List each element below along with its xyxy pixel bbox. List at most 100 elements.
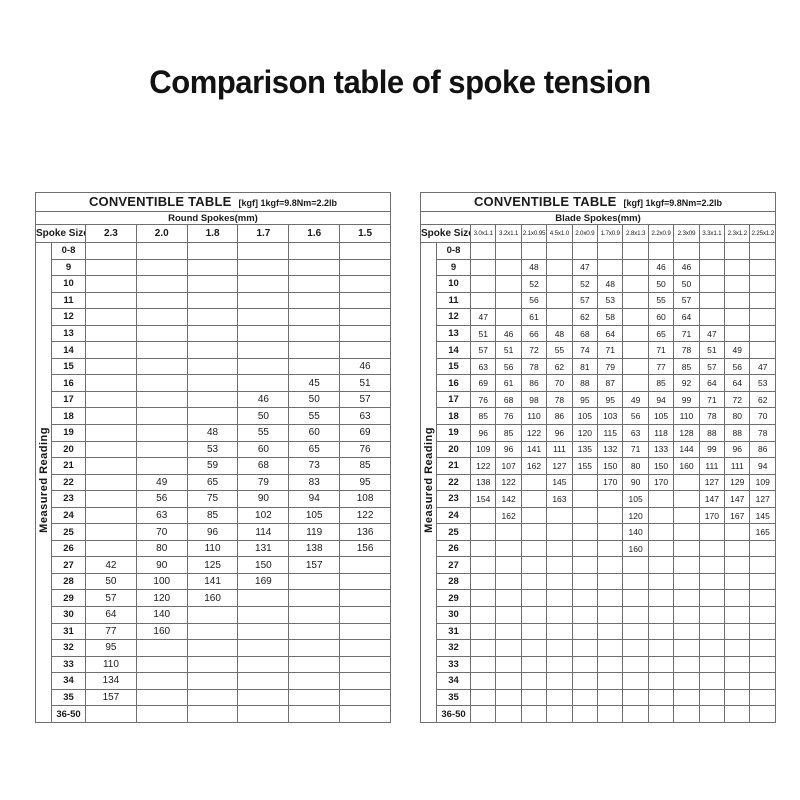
data-cell [546,705,573,723]
data-cell [724,572,751,591]
data-cell [622,622,649,641]
data-cell [724,639,751,657]
data-cell [288,705,341,723]
table-row: 35 157 [36,688,391,707]
data-cell [546,606,573,624]
data-cell [749,688,776,707]
data-cell [237,655,290,674]
data-cell: 94 [288,490,341,508]
data-cell [724,606,751,624]
table-row: 22 49 65 79 83 95 [36,473,391,492]
data-cell [237,606,290,624]
blade-spokes-table-container: CONVENTIBLE TABLE [kgf] 1kgf=9.8Nm=2.2lb B… [420,192,776,723]
data-cell: 47 [571,258,599,277]
data-cell: 62 [546,357,573,376]
table-row: 33 [421,655,776,674]
data-cell [571,539,599,558]
data-cell [622,357,649,376]
data-cell [135,291,188,310]
data-cell [495,672,522,690]
data-cell [571,705,599,723]
data-cell: 80 [724,407,751,426]
data-cell [520,523,548,541]
data-cell [673,572,700,591]
data-cell [135,407,188,426]
table-row: 31 [421,622,776,641]
table-row: 26 80 110 131 138 156 [36,539,391,558]
data-cell [622,639,649,657]
row-label: 24 [436,506,471,525]
data-cell: 66 [520,324,548,343]
data-cell: 154 [469,490,497,508]
data-cell [237,622,290,641]
data-cell: 50 [647,275,675,293]
data-cell [724,655,751,674]
data-cell [597,506,624,525]
data-cell [647,572,675,591]
data-cell [135,457,188,475]
data-cell [673,606,700,624]
data-cell: 61 [520,308,548,326]
data-cell [85,291,137,310]
data-cell [288,291,341,310]
data-cell [288,589,341,608]
data-cell [288,639,341,657]
row-label: 17 [436,390,471,409]
table-row: 21 122 107 162 127 155 150 80 150 160 111 111 94 [421,457,776,475]
data-cell [186,390,239,409]
data-cell: 96 [186,523,239,541]
row-label: 36-50 [436,705,471,723]
data-cell [520,655,548,674]
data-cell [647,672,675,690]
data-cell [469,705,497,723]
data-cell: 85 [647,374,675,392]
data-cell [546,291,573,310]
data-cell [288,275,341,293]
row-label: 14 [51,341,86,359]
spoke-size-header: Spoke Size [420,224,471,243]
data-cell [546,655,573,674]
row-label: 15 [436,357,471,376]
table-row: 16 45 51 [36,374,391,392]
data-cell: 57 [673,291,700,310]
data-cell: 120 [135,589,188,608]
row-label: 27 [436,556,471,574]
row-label: 23 [436,490,471,508]
column-header: 3.3x1.1 [698,224,726,243]
data-cell: 62 [571,308,599,326]
data-cell [495,539,522,558]
data-cell [520,705,548,723]
data-cell [520,572,548,591]
data-cell: 55 [546,341,573,359]
column-header: 1.7 [237,224,290,243]
data-cell [698,655,726,674]
data-cell [135,705,188,723]
data-cell: 71 [673,324,700,343]
data-cell [622,672,649,690]
column-header: 2.25x1.2 [749,224,776,243]
data-cell: 111 [698,457,726,475]
data-cell [135,341,188,359]
data-cell: 68 [237,457,290,475]
data-cell: 51 [698,341,726,359]
data-cell: 65 [647,324,675,343]
data-cell [647,639,675,657]
data-cell: 47 [698,324,726,343]
table-row: 21 59 68 73 85 [36,457,391,475]
table-row: 15 63 56 78 62 81 79 77 85 57 56 47 [421,357,776,376]
data-cell: 59 [186,457,239,475]
row-label: 21 [436,457,471,475]
data-cell [85,473,137,492]
data-cell [288,606,341,624]
data-cell [622,374,649,392]
data-cell: 165 [749,523,776,541]
row-label: 20 [51,440,86,459]
row-label: 9 [436,258,471,277]
data-cell [85,357,137,376]
data-cell: 99 [673,390,700,409]
data-cell: 56 [135,490,188,508]
data-cell: 107 [495,457,522,475]
data-cell: 78 [749,424,776,442]
data-cell: 48 [186,424,239,442]
